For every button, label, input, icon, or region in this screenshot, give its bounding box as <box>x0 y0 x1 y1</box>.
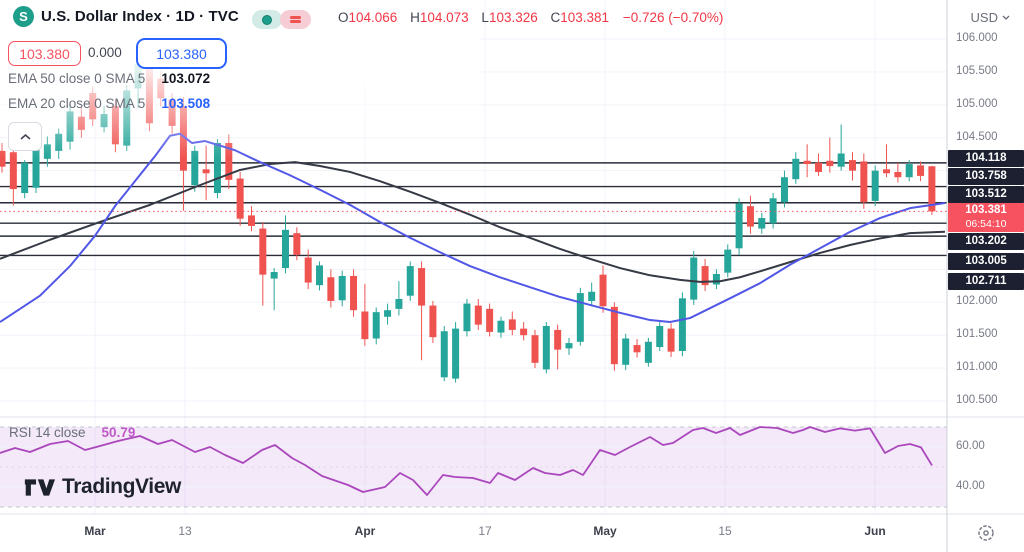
countdown-timer: 06:54:10 <box>965 218 1007 230</box>
ema50-label: EMA 50 close 0 SMA 5 <box>8 71 146 86</box>
price-axis-label: 104.500 <box>956 131 998 143</box>
currency-label: USD <box>970 10 998 25</box>
high-label: H <box>410 10 420 25</box>
price-axis-label: 106.000 <box>956 32 998 44</box>
tradingview-watermark[interactable]: TradingView <box>24 475 181 499</box>
time-axis-label: Apr <box>354 524 376 538</box>
ema50-value: 103.072 <box>161 71 211 86</box>
time-axis-label: 17 <box>478 524 492 538</box>
low-value: 103.326 <box>488 10 538 25</box>
chevron-up-icon <box>19 133 31 140</box>
current-price-badge: 103.381 06:54:10 <box>948 202 1024 232</box>
price-axis-label: 105.000 <box>956 98 998 110</box>
dot-icon <box>262 14 272 25</box>
price-axis-label: 101.000 <box>956 361 998 373</box>
settings-gear-button[interactable] <box>976 523 996 543</box>
price-axis-label: 102.000 <box>956 295 998 307</box>
legend-fade-overlay <box>0 0 480 158</box>
legend-ema20[interactable]: EMA 20 close 0 SMA 5 103.508 <box>8 96 210 111</box>
indicator-list-icon[interactable] <box>280 10 311 29</box>
watermark-text: TradingView <box>62 475 181 498</box>
close-value: 103.381 <box>560 10 610 25</box>
legend-ema50[interactable]: EMA 50 close 0 SMA 5 103.072 <box>8 71 210 86</box>
symbol-title[interactable]: U.S. Dollar Index · 1D · TVC <box>41 8 239 25</box>
rsi-label: RSI 14 close <box>9 425 86 440</box>
time-axis-label: 13 <box>178 524 192 538</box>
collapse-legend-button[interactable] <box>8 122 42 151</box>
open-value: 104.066 <box>348 10 398 25</box>
price-axis-label: 105.500 <box>956 65 998 77</box>
spread-value: 0.000 <box>88 45 122 60</box>
price-level-badge: 102.711 <box>948 272 1024 290</box>
price-level-badge: 103.512 <box>948 185 1024 203</box>
price-level-badge: 103.758 <box>948 167 1024 185</box>
rsi-value: 50.79 <box>101 425 136 440</box>
gear-icon <box>978 525 994 541</box>
price-axis-label: 40.00 <box>956 480 985 492</box>
sell-price-button[interactable]: 103.380 <box>8 41 81 66</box>
visibility-toggle-icon[interactable] <box>252 10 282 29</box>
time-axis-label: May <box>593 524 617 538</box>
price-axis-label: 101.500 <box>956 328 998 340</box>
price-axis-label: 100.500 <box>956 394 998 406</box>
current-price-value: 103.381 <box>965 204 1007 216</box>
price-level-badge: 103.005 <box>948 252 1024 270</box>
change-value: −0.726 (−0.70%) <box>622 10 724 25</box>
ohlc-readout: O104.066 H104.073 L103.326 C103.381 −0.7… <box>338 10 723 25</box>
price-level-badge: 104.118 <box>948 149 1024 167</box>
low-label: L <box>481 10 489 25</box>
close-label: C <box>550 10 561 25</box>
high-value: 104.073 <box>419 10 469 25</box>
open-label: O <box>338 10 349 25</box>
price-level-badge: 103.202 <box>948 232 1024 250</box>
tradingview-logo-icon <box>24 478 55 496</box>
currency-dropdown[interactable]: USD <box>971 10 1010 25</box>
time-axis-label: Jun <box>864 524 886 538</box>
legend-rsi[interactable]: RSI 14 close 50.79 <box>9 425 135 440</box>
ema20-value: 103.508 <box>161 96 211 111</box>
ema20-label: EMA 20 close 0 SMA 5 <box>8 96 146 111</box>
bars-icon <box>290 15 301 25</box>
time-axis-label: Mar <box>84 524 106 538</box>
symbol-logo[interactable]: S <box>13 6 34 27</box>
price-axis-label: 60.00 <box>956 440 985 452</box>
buy-price-button[interactable]: 103.380 <box>136 38 227 69</box>
time-axis-label: 15 <box>718 524 732 538</box>
chevron-down-icon <box>1002 15 1010 20</box>
